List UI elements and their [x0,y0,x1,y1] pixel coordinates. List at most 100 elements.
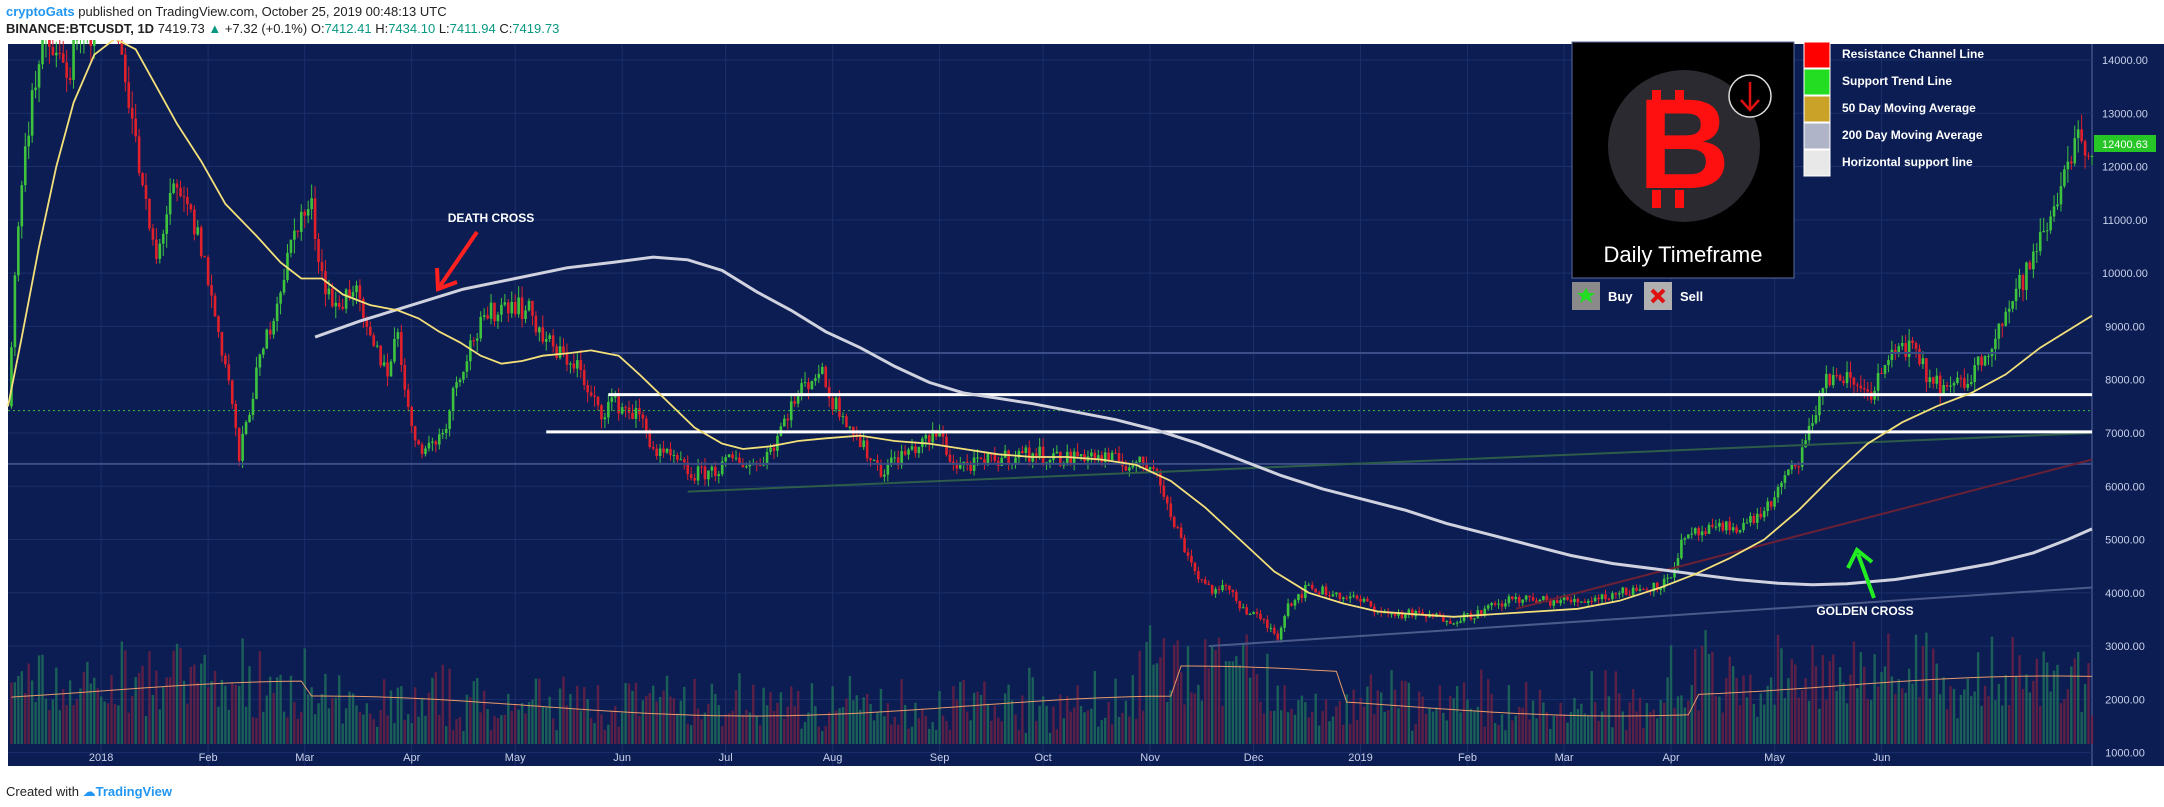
candle-body [1214,589,1217,594]
candle-body [244,422,248,434]
volume-bar [800,728,803,744]
candle-body [1021,451,1024,454]
candle-body [1693,528,1697,534]
candle-body [1662,578,1666,589]
candle-body [493,302,496,322]
candle-body [2056,204,2059,207]
volume-bar [55,667,58,744]
volume-bar [1283,685,1286,744]
price-axis[interactable] [2092,44,2164,766]
candle-body [382,362,386,366]
volume-bar [217,706,220,744]
candle-body [1404,613,1407,619]
candle-body [969,465,972,471]
volume-bar [1435,707,1438,744]
candle-body [55,52,58,56]
volume-bar [890,724,893,744]
volume-bar [396,687,400,744]
tradingview-link[interactable]: TradingView [95,784,172,799]
candle-body [1566,596,1569,600]
candle-body [1676,558,1680,568]
volume-bar [669,696,672,744]
volume-bar [375,726,379,744]
candle-body [538,327,541,333]
volume-bar [1856,688,1859,744]
volume-bar [469,697,472,744]
candle-body [1559,600,1562,604]
volume-bar [707,703,710,744]
volume-bar [141,665,144,744]
candle-body [655,448,658,456]
candle-body [1307,584,1311,586]
candle-body [148,198,151,229]
volume-bar [344,708,348,744]
golden-cross-label: GOLDEN CROSS [1816,604,1913,618]
candle-body [1300,594,1304,598]
candle-body [1190,555,1193,563]
candle-body [1624,587,1628,595]
candle-body [310,198,313,210]
candle-body [1942,384,1945,395]
volume-bar [155,670,158,744]
candle-body [886,464,890,475]
candle-body [1928,377,1932,383]
author-link[interactable]: cryptoGats [6,4,75,19]
volume-bar [962,680,965,744]
volume-bar [617,726,620,744]
volume-bar [700,719,703,744]
volume-bar [182,680,186,744]
x-axis-ticks: 2018 Feb Mar Apr May Jun Jul Aug Sep Oct Nov Dec 201… [89,752,1890,764]
volume-bar [296,718,300,744]
volume-bar [1476,706,1480,744]
bitcoin-icon-bg [1608,70,1760,222]
candle-body [1197,571,1200,580]
volume-bar [275,677,279,744]
volume-bar [1694,649,1697,744]
volume-bar [534,678,538,744]
candle-body [275,303,279,322]
candle-body [506,302,510,314]
candle-body [1466,613,1469,615]
candle-body [2059,186,2063,205]
candle-body [1079,454,1083,457]
candle-body [479,316,482,339]
candle-body [51,46,55,56]
candle-body [151,228,155,240]
candle-body [558,346,562,358]
volume-bar [1725,677,1728,744]
candle-body [1511,596,1514,600]
candle-body [1124,466,1128,471]
candle-body [2066,161,2070,170]
candle-body [199,227,203,257]
candle-body [227,364,231,381]
price-chart[interactable]: 1000.00 2000.00 3000.00 4000.00 5000.00 6000.… [0,40,2164,780]
volume-bar [369,713,372,744]
volume-bar [1400,680,1404,744]
candle-body [434,441,438,445]
candle-body [727,454,731,458]
legend-swatch [1803,149,1831,177]
candle-body [1714,526,1718,528]
volume-bar [665,675,669,744]
volume-bar [203,654,206,744]
volume-bar [255,718,258,744]
candle-body [986,453,990,463]
x-tick-label: Mar [1555,752,1574,764]
volume-bar [2076,651,2080,744]
volume-bar [1414,724,1417,744]
candle-body [672,455,676,457]
candle-body [2073,138,2077,164]
volume-bar [1642,728,1645,744]
volume-bar [1373,714,1376,744]
candle-body [1507,596,1511,604]
candle-body [362,298,365,318]
candle-body [182,196,186,198]
candle-body [1745,522,1749,524]
candle-body [758,464,762,466]
faint-red-trend-line [1515,458,2093,610]
volume-bar [624,682,627,744]
legend-swatch [1803,122,1831,150]
volume-bar [886,703,890,744]
candle-body [1417,611,1421,613]
volume-bar [1821,655,1825,744]
